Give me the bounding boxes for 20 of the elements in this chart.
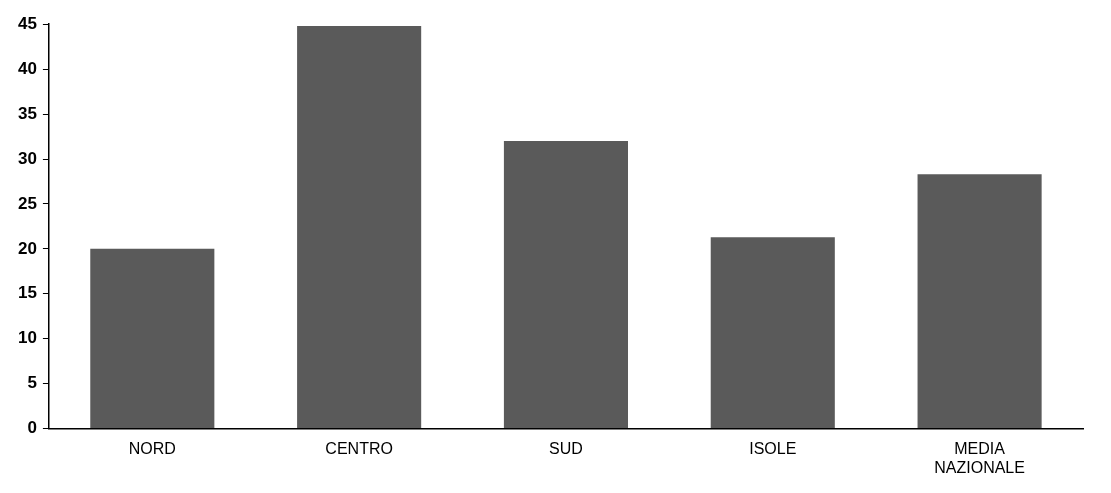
bar [503, 141, 628, 429]
y-tick-label: 35 [17, 103, 37, 123]
y-tick-label: 40 [17, 58, 37, 78]
y-tick-label: 15 [17, 283, 37, 303]
x-tick-label: SUD [549, 439, 583, 457]
y-tick-label: 10 [17, 328, 37, 348]
y-tick-label: 20 [17, 238, 37, 258]
bar [710, 237, 835, 429]
bar [297, 26, 422, 429]
y-tick-label: 45 [17, 13, 37, 33]
bar [90, 248, 215, 429]
x-tick-label: CENTRO [325, 439, 393, 457]
y-tick-label: 30 [17, 148, 37, 168]
y-tick-label: 25 [17, 193, 37, 213]
x-tick-label: NORD [128, 439, 176, 457]
y-tick-label: 0 [27, 418, 37, 438]
x-tick-label: ISOLE [749, 439, 797, 457]
x-tick-label: MEDIA NAZIONALE [934, 439, 1025, 476]
y-tick-label: 5 [27, 373, 37, 393]
bar [917, 174, 1042, 429]
